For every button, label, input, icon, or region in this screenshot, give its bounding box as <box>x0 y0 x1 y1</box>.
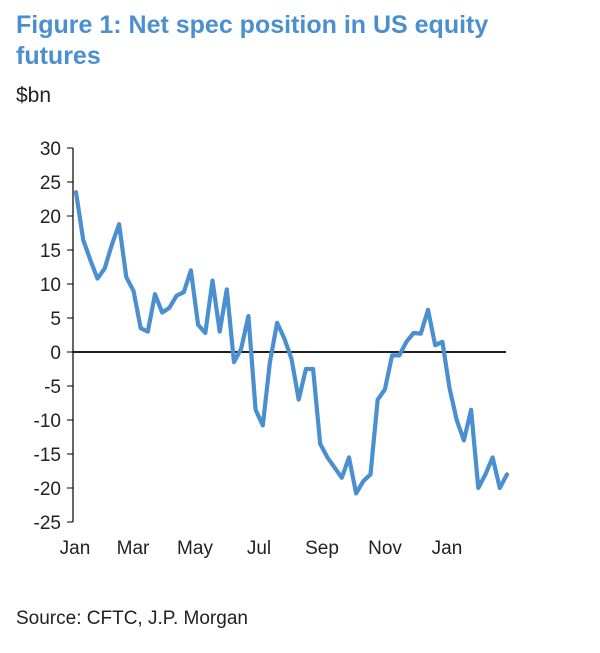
series-line <box>73 190 510 496</box>
y-tick-label: 25 <box>40 173 61 194</box>
y-tick-label: -25 <box>34 513 61 534</box>
series-point <box>154 293 156 296</box>
y-tick-label: -15 <box>34 445 61 466</box>
series-point <box>254 409 257 411</box>
series-point <box>305 368 307 370</box>
series-point <box>75 191 77 193</box>
x-tick-label: May <box>177 538 213 559</box>
x-tick-label: Mar <box>117 538 150 559</box>
x-tick-label: Jan <box>60 538 91 559</box>
series-point <box>262 424 264 427</box>
chart-title: Figure 1: Net spec position in US equity… <box>16 11 489 70</box>
y-tick-label: 0 <box>50 343 61 364</box>
series-point <box>233 361 235 364</box>
series-point <box>420 332 422 335</box>
line-chart: 30 25 20 15 10 5 0 -5 -10 -15 -20 -25 Jan Mar May Jul S… <box>34 139 510 559</box>
series-point <box>269 361 271 364</box>
series-point <box>204 332 207 334</box>
x-tick-label: Jul <box>247 538 271 559</box>
series-point <box>455 419 458 421</box>
series-point <box>341 477 343 479</box>
series-point <box>175 294 178 297</box>
series-point <box>103 267 106 270</box>
series-point <box>369 473 372 476</box>
series-point <box>312 368 314 370</box>
series-point <box>247 315 250 317</box>
y-tick-label: -5 <box>44 377 61 398</box>
series-point <box>448 387 451 389</box>
series-point <box>319 443 322 445</box>
x-tick-label: Sep <box>305 538 339 559</box>
series-point <box>211 279 214 282</box>
series-point <box>470 409 472 411</box>
series-point <box>290 358 293 360</box>
series-point <box>412 332 415 334</box>
series-point <box>499 487 501 489</box>
y-tick-label: -10 <box>34 411 61 432</box>
series-point <box>348 456 350 459</box>
series-point <box>376 398 379 401</box>
series-point <box>434 344 437 347</box>
series-layer <box>73 190 510 496</box>
series-point <box>398 354 401 357</box>
series-point <box>218 330 221 333</box>
series-point <box>111 243 113 246</box>
series-point <box>139 327 142 330</box>
series-point <box>147 330 149 333</box>
series-point <box>240 347 242 350</box>
y-tick-label: 10 <box>40 275 61 296</box>
series-point <box>161 311 163 314</box>
y-tick-label: 15 <box>40 241 61 262</box>
series-point <box>441 341 444 343</box>
series-point <box>183 291 185 294</box>
y-tick-label: 20 <box>40 207 61 228</box>
series-point <box>82 239 84 241</box>
series-point <box>491 456 494 459</box>
series-point <box>297 398 300 401</box>
y-tick-label: 30 <box>40 139 61 160</box>
y-axis-unit-label: $bn <box>16 84 52 107</box>
series-point <box>405 341 408 343</box>
x-tick-label: Jan <box>432 538 463 559</box>
series-point <box>125 276 128 279</box>
series-point <box>118 223 120 225</box>
y-tick-label: -20 <box>34 479 61 500</box>
series-point <box>484 473 487 476</box>
source-note: Source: CFTC, J.P. Morgan <box>16 608 248 629</box>
x-tick-label: Nov <box>368 538 402 559</box>
series-point <box>283 337 286 340</box>
series-point <box>132 290 135 292</box>
series-point <box>96 277 99 280</box>
series-point <box>89 259 92 262</box>
series-point <box>362 480 365 483</box>
x-axis: Jan Mar May Jul Sep Nov Jan <box>60 351 506 559</box>
y-tick-label: 5 <box>50 309 61 330</box>
y-axis: 30 25 20 15 10 5 0 -5 -10 -15 -20 -25 <box>34 139 74 534</box>
series-point <box>355 492 357 495</box>
series-point <box>506 473 508 476</box>
series-point <box>226 288 228 291</box>
series-point <box>477 487 480 489</box>
series-point <box>463 439 465 442</box>
series-point <box>190 269 192 272</box>
series-point <box>276 322 278 324</box>
series-point <box>326 456 329 459</box>
series-point <box>333 466 336 469</box>
series-point <box>384 388 386 391</box>
series-point <box>427 309 429 311</box>
series-point <box>391 354 393 357</box>
series-point <box>197 324 199 326</box>
series-point <box>168 307 171 309</box>
